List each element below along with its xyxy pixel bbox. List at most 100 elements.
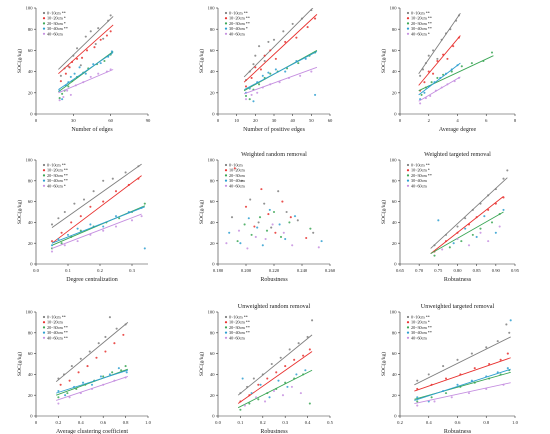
y-tick-label: 0 [394,112,397,117]
data-point [442,73,445,76]
data-point [99,38,102,41]
data-point [308,348,311,351]
data-point [498,225,501,228]
x-tick-label: 0.3 [129,268,135,273]
legend: 0~10cm **10~20cm **20~30cm **30~40cm **4… [406,11,432,36]
data-point [269,72,272,75]
data-point [304,57,307,60]
data-point [264,237,267,241]
plot-area [430,169,509,257]
legend: 0~10cm **10~20cm **20~30cm **30~40cm **4… [42,163,68,188]
data-point [57,402,60,405]
legend-entry: 40~60cm * [411,31,430,36]
series-2 [58,24,114,83]
y-tick-label: 40 [28,372,33,377]
data-point [271,223,274,226]
data-point [60,231,63,234]
data-point [297,62,300,65]
legend-marker [224,184,228,187]
axes [216,159,331,266]
series-2 [50,175,142,244]
x-tick-label: 0.4 [78,420,84,425]
legend-marker [224,336,228,339]
data-point [274,231,277,234]
data-point [456,383,459,386]
data-point [244,94,248,98]
data-point [310,70,313,73]
legend-marker [224,27,228,30]
x-tick-label: 2 [428,118,431,123]
fit-line [51,213,142,249]
fit-line [237,351,313,404]
series-2 [233,167,308,240]
series-4 [58,50,114,101]
data-point [99,62,102,65]
data-point [250,233,253,236]
legend-marker [224,11,228,15]
legend-marker [42,17,46,20]
data-point [61,92,64,95]
data-point [105,34,108,37]
chart-panel-7: 0 0.2 0.4 0.6 0.8 1.0 0 20 40 60 80 100 Average clus… [16,310,152,434]
data-point [263,59,266,63]
y-tick-label: 80 [392,178,397,183]
data-point [89,223,92,226]
data-point [456,237,459,241]
y-axis-title: SOC(g/kg) [380,352,387,376]
data-point [256,226,259,229]
series-1 [418,13,461,77]
y-tick-label: 20 [28,241,33,246]
data-point [263,54,266,57]
legend-entry: 10~20cm * [411,168,430,173]
data-point [433,254,436,257]
y-tick-label: 20 [392,90,397,95]
data-point [66,233,70,236]
series-3 [50,202,146,250]
y-tick-label: 60 [392,48,397,53]
fit-line [58,24,114,75]
legend-entry: 20~30cm ** [229,325,250,330]
y-tick-label: 20 [28,90,33,95]
fit-line [56,376,128,401]
series-5 [441,225,501,251]
fit-line [430,196,504,254]
legend-marker [224,169,228,172]
y-tick-label: 20 [210,241,215,246]
data-point [90,383,94,386]
data-point [308,402,311,405]
x-tick-label: 0.95 [511,268,520,273]
x-tick-label: 0.2 [397,420,403,425]
legend-entry: 20~30cm ** [229,21,250,26]
data-point [304,369,307,372]
fit-line [418,13,461,74]
y-axis-title: SOC(g/kg) [198,200,205,224]
series-1 [237,319,314,396]
x-tick-label: 4 [456,118,459,123]
series-3 [418,51,494,96]
legend-entry: 10~20cm ** [229,16,250,21]
legend-entry: 20~30cm ** [47,325,68,330]
legend-marker [42,321,46,324]
legend-entry: 30~40cm ** [229,330,250,335]
legend-entry: 40~60cm [411,335,427,340]
legend-marker [406,27,410,30]
y-tick-label: 40 [210,69,215,74]
data-point [228,231,231,234]
legend-entry: 30~40cm ** [47,26,68,31]
data-point [76,57,79,60]
y-tick-label: 80 [28,178,33,183]
data-point [293,215,297,218]
data-point [450,70,453,73]
fit-line [56,369,128,394]
data-point [102,225,105,228]
legend-entry: 20~30cm * [47,21,66,26]
data-point [508,331,511,334]
data-point [297,342,300,345]
x-tick-label: 0.6 [455,420,461,425]
data-point [57,217,60,220]
data-point [58,89,61,92]
series-4 [414,319,512,403]
chart-panel-8: Unweighted random removal 0.0 0.1 0.2 0.3 0.4… [198,303,334,434]
fit-line [243,14,318,83]
plot-area [414,319,512,407]
